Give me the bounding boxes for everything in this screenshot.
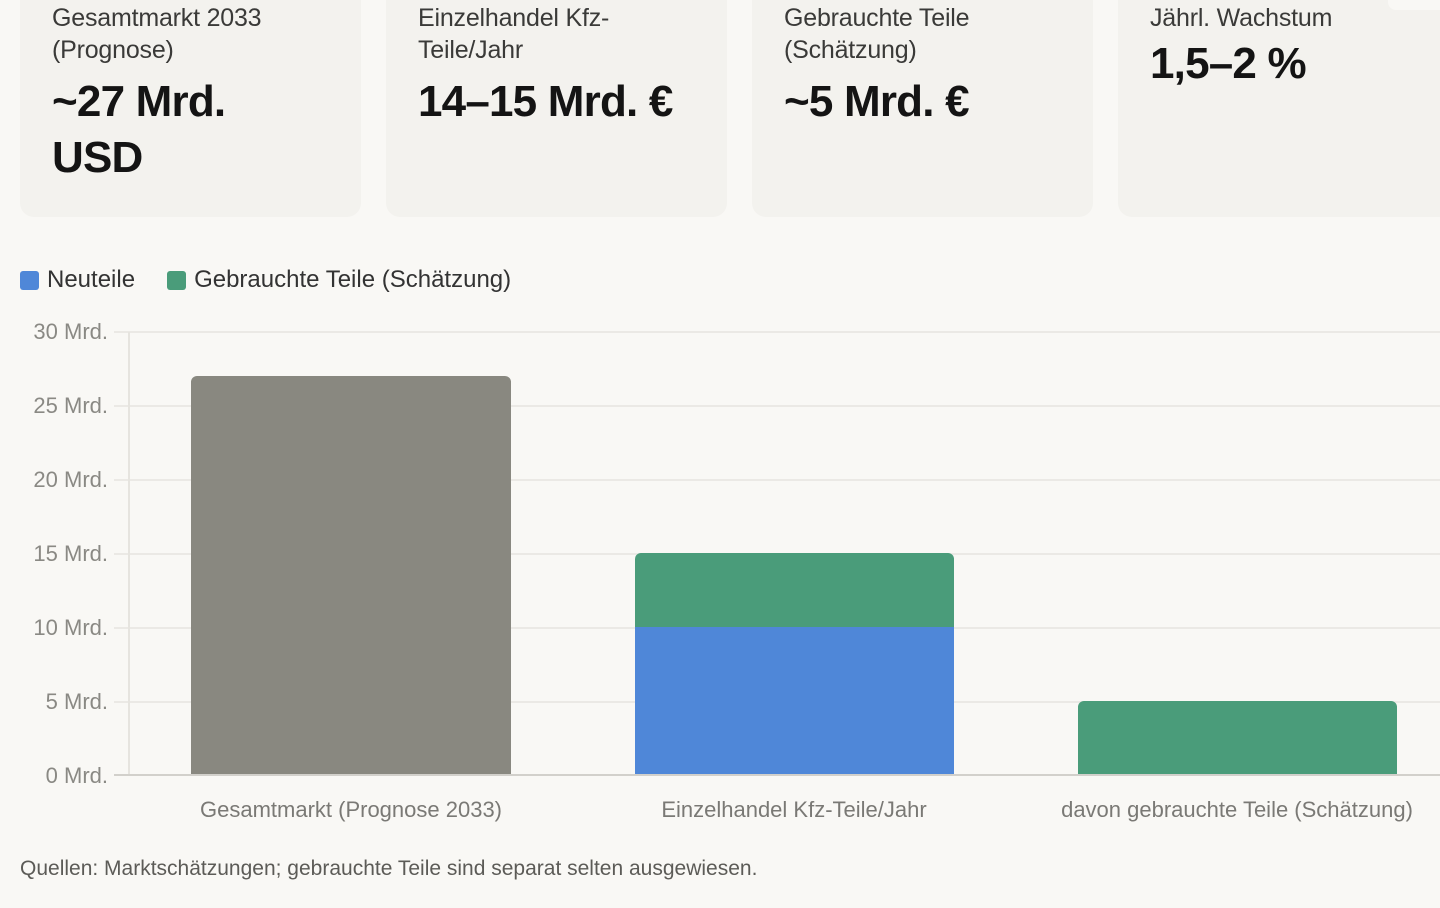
kpi-label: Gesamtmarkt 2033 (Prognose) — [52, 4, 262, 64]
bar-segment-used[interactable] — [635, 553, 954, 627]
source-note: Quellen: Marktschätzungen; gebrauchte Te… — [20, 857, 758, 880]
legend-swatch-new — [20, 270, 39, 290]
kpi-label: Gebrauchte Teile (Schätzung) — [784, 4, 970, 64]
bar-chart: 30 Mrd. 25 Mrd. 20 Mrd. 15 Mrd. 10 Mrd. … — [0, 300, 1440, 840]
bar-retail[interactable] — [635, 553, 954, 775]
kpi-value: 1,5–2 % — [1150, 39, 1307, 88]
y-tick-label: 20 Mrd. — [33, 467, 108, 492]
bar-total-market[interactable] — [191, 376, 511, 775]
y-tick-label: 30 Mrd. — [33, 319, 108, 344]
y-tick-label: 5 Mrd. — [45, 689, 108, 714]
kpi-row: Gesamtmarkt 2033 (Prognose) ~27 Mrd. USD… — [20, 0, 1440, 217]
kpi-card-total-market: Gesamtmarkt 2033 (Prognose) ~27 Mrd. USD — [20, 0, 361, 217]
kpi-label: Einzelhandel Kfz-Teile/Jahr — [418, 4, 610, 64]
bar-segment-new[interactable] — [635, 627, 954, 775]
x-tick-label: Gesamtmarkt (Prognose 2033) — [199, 797, 503, 822]
legend-label: Neuteile — [47, 266, 136, 293]
kpi-card-used-parts: Gebrauchte Teile (Schätzung) ~5 Mrd. € — [752, 0, 1093, 217]
kpi-value: 14–15 Mrd. € — [418, 77, 673, 126]
kpi-value: ~27 Mrd. USD — [52, 77, 226, 182]
x-tick-label: Einzelhandel Kfz-Teile/Jahr — [661, 797, 927, 822]
y-tick-label: 0 Mrd. — [45, 763, 108, 788]
y-tick-label: 25 Mrd. — [33, 393, 108, 418]
corner-tab — [1388, 0, 1440, 10]
bar-used-parts[interactable] — [1078, 701, 1397, 775]
y-tick-label: 10 Mrd. — [33, 615, 108, 640]
x-tick-label: davon gebrauchte Teile (Schätzung) — [1061, 797, 1413, 822]
kpi-card-retail: Einzelhandel Kfz-Teile/Jahr 14–15 Mrd. € — [386, 0, 727, 217]
kpi-value: ~5 Mrd. € — [784, 77, 970, 126]
y-tick-label: 15 Mrd. — [33, 541, 108, 566]
legend-item-used-parts[interactable]: Gebrauchte Teile (Schätzung) — [167, 266, 511, 294]
legend-label: Gebrauchte Teile (Schätzung) — [194, 266, 512, 293]
x-axis-line — [114, 774, 1440, 776]
kpi-card-growth: Jährl. Wachstum 1,5–2 % — [1118, 0, 1440, 217]
y-axis-line — [128, 332, 130, 775]
legend-swatch-used — [167, 270, 187, 290]
kpi-label: Jährl. Wachstum — [1150, 4, 1333, 32]
legend-item-new-parts[interactable]: Neuteile — [20, 266, 135, 294]
gridline-30 — [114, 331, 1440, 333]
gridline-20 — [114, 479, 1440, 481]
chart-legend: Neuteile Gebrauchte Teile (Schätzung) — [20, 266, 511, 294]
gridline-25 — [114, 405, 1440, 407]
